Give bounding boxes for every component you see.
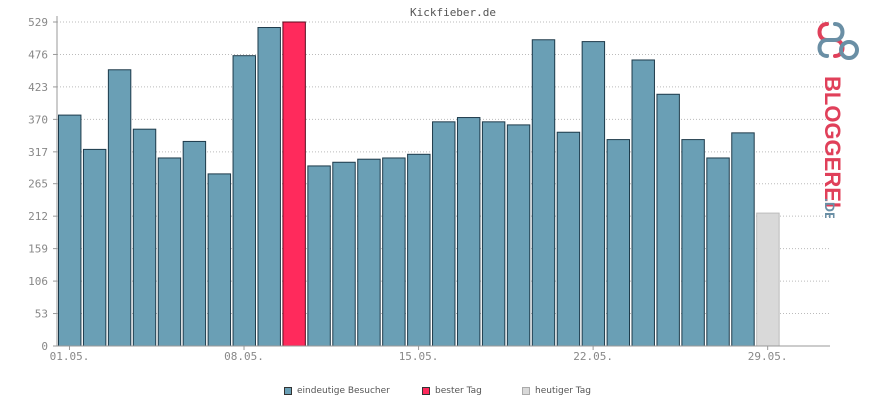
bar-today[interactable] [756, 212, 780, 347]
bar[interactable] [182, 140, 207, 347]
y-tick-label: 265 [28, 178, 48, 191]
bar[interactable] [606, 139, 631, 347]
bar[interactable] [731, 132, 755, 347]
x-axis: 01.05. 08.05. 15.05. 22.05. 29.05. [50, 16, 830, 363]
logo-suffix: .DE [822, 198, 838, 218]
bar[interactable] [157, 157, 182, 347]
bar[interactable] [506, 124, 531, 347]
bar[interactable] [107, 69, 132, 347]
y-tick-label: 317 [28, 146, 48, 159]
legend-item-today: heutiger Tag [522, 384, 591, 398]
bar[interactable] [706, 157, 730, 347]
y-tick-label: 423 [28, 81, 48, 94]
bar[interactable] [481, 121, 506, 347]
x-tick-label: 08.05. [224, 350, 264, 363]
x-tick-label: 22.05. [573, 350, 613, 363]
y-tick-label: 370 [28, 113, 48, 126]
bloggerei-logo[interactable]: BLOGGEREI .DE [805, 18, 865, 218]
legend-label-best: bester Tag [435, 386, 482, 396]
y-tick-label: 106 [28, 275, 48, 288]
y-tick-label: 476 [28, 48, 48, 61]
bar[interactable] [332, 161, 356, 347]
bar[interactable] [531, 39, 556, 347]
chart-title: Kickfieber.de [410, 6, 496, 19]
bar[interactable] [58, 114, 82, 347]
logo-text: BLOGGEREI [820, 76, 845, 208]
bar[interactable] [581, 41, 606, 347]
bar[interactable] [232, 55, 256, 347]
bar[interactable] [681, 139, 705, 347]
bar[interactable] [357, 158, 381, 347]
bar[interactable] [307, 165, 331, 347]
legend-item-best: bester Tag [422, 384, 482, 398]
x-tick-label: 01.05. [50, 350, 90, 363]
legend-label-visitors: eindeutige Besucher [297, 386, 390, 396]
bar[interactable] [656, 93, 680, 347]
bar-best-day[interactable] [282, 21, 306, 347]
legend: eindeutige Besucher bester Tag heutiger … [0, 384, 870, 400]
bar[interactable] [257, 27, 281, 347]
x-tick-label: 29.05. [748, 350, 788, 363]
bar[interactable] [631, 59, 655, 347]
bar[interactable] [556, 131, 581, 347]
bar[interactable] [207, 173, 232, 347]
legend-item-visitors: eindeutige Besucher [284, 384, 390, 398]
y-tick-label: 212 [28, 210, 48, 223]
bar[interactable] [132, 128, 157, 347]
bar[interactable] [407, 153, 431, 347]
bar[interactable] [82, 148, 107, 347]
y-tick-label: 529 [28, 16, 48, 29]
logo-mark-icon [817, 22, 859, 60]
bar[interactable] [382, 157, 406, 347]
bar-chart: Kickfieber.de 0 53 106 159 212 265 317 370 423 47… [28, 6, 830, 363]
bars [58, 21, 780, 347]
legend-swatch-today [522, 387, 530, 395]
y-axis: 0 53 106 159 212 265 317 370 423 476 529 [28, 16, 57, 353]
bar[interactable] [432, 121, 456, 347]
y-tick-label: 53 [35, 308, 48, 321]
bar[interactable] [456, 117, 481, 347]
legend-swatch-best [422, 387, 430, 395]
x-tick-label: 15.05. [399, 350, 439, 363]
y-tick-label: 0 [41, 340, 48, 353]
y-tick-label: 159 [28, 243, 48, 256]
legend-label-today: heutiger Tag [535, 386, 592, 396]
legend-swatch-visitors [284, 387, 292, 395]
